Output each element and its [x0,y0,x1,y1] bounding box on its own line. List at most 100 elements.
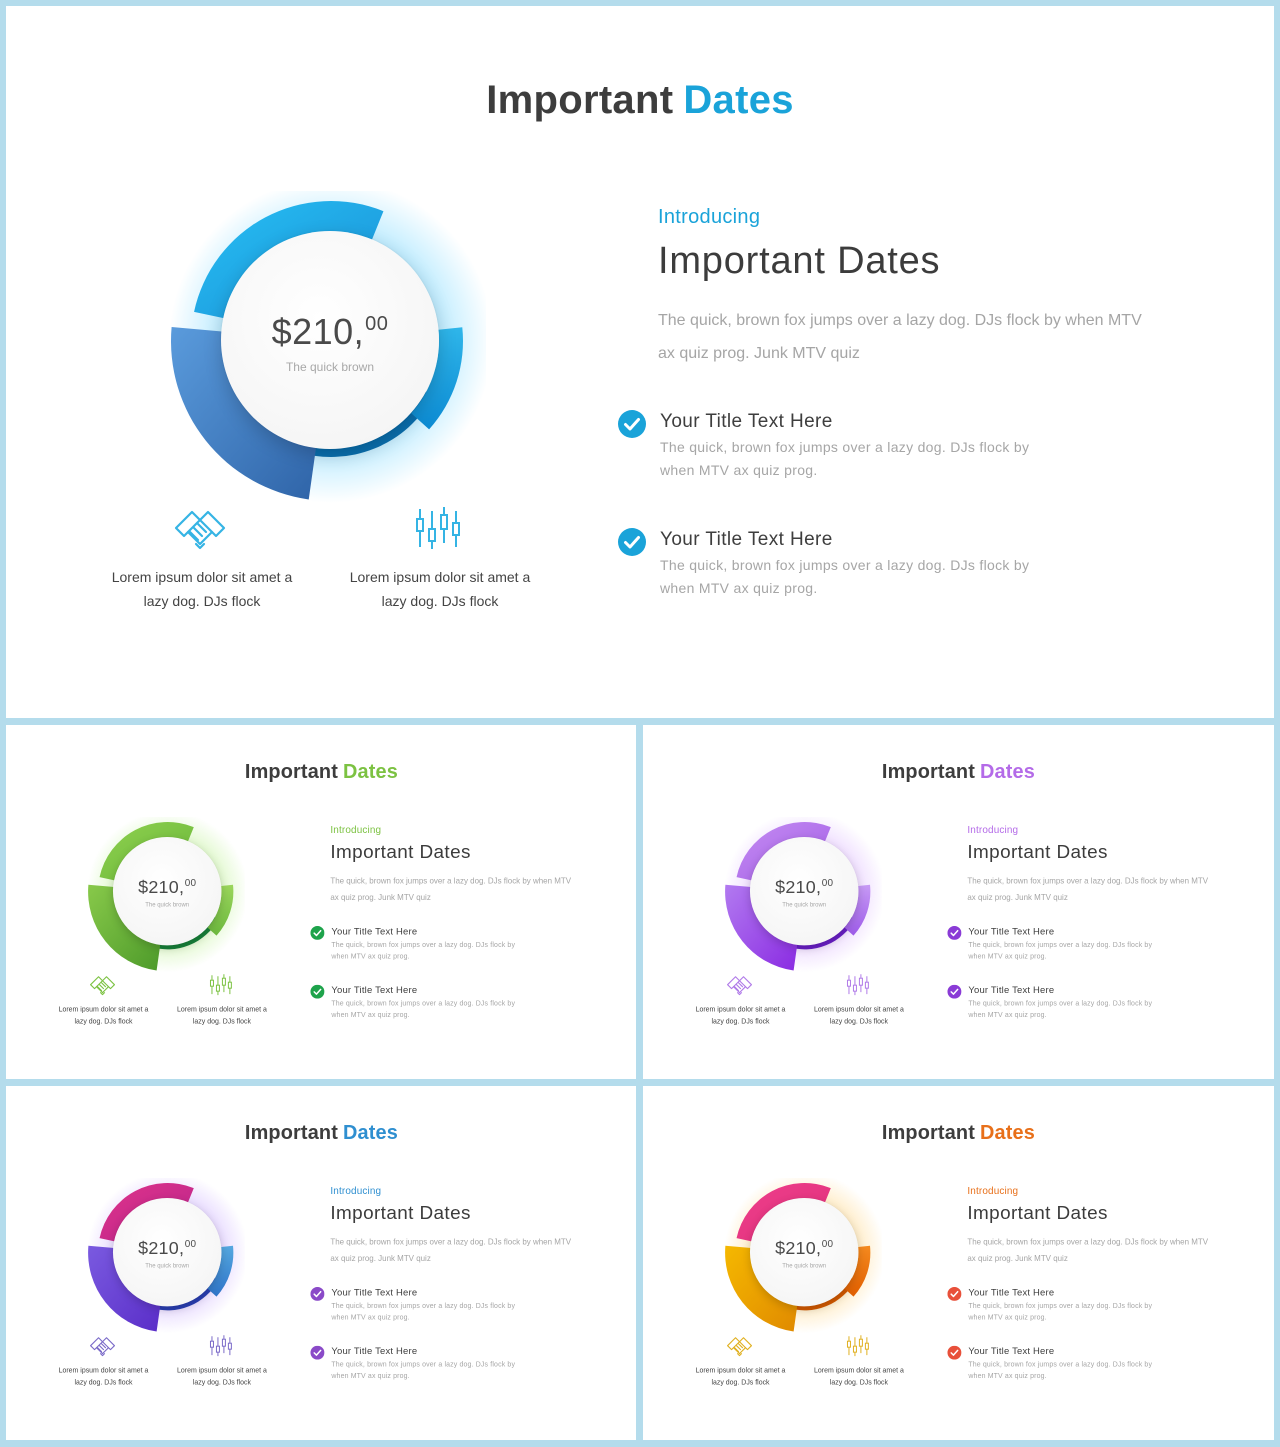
slide-title: Important Dates [6,761,636,783]
item-title-1: Your Title Text Here [660,411,833,432]
title-accent: Dates [979,760,1035,783]
check-circle-icon [310,1345,325,1360]
title-accent: Dates [979,1121,1035,1144]
candlestick-chart-icon [416,507,460,549]
slide-magenta-blue[interactable]: Important Dates [6,1086,636,1440]
price-value: $210,00 [775,876,834,898]
handshake-icon [174,510,226,550]
price-value: $210,00 [138,1237,197,1259]
check-circle-icon [310,1286,325,1301]
item-text-2: The quick, brown fox jumps over a lazy d… [331,999,516,1019]
price-caption: The quick brown [145,901,190,909]
item-title-1: Your Title Text Here [331,926,418,937]
slide-title: Important Dates [643,1122,1274,1144]
item-text-1: The quick, brown fox jumps over a lazy d… [331,940,516,960]
ring-segment-top [736,1183,831,1242]
title-main: Important [881,1121,976,1144]
price-value: $210,00 [271,311,389,352]
feature-text-1: Lorem ipsum dolor sit amet a lazy dog. DJ… [58,1366,149,1386]
title-main: Important [244,1121,339,1144]
price-value: $210,00 [775,1237,834,1259]
item-title-2: Your Title Text Here [968,1346,1055,1357]
section-description: The quick, brown fox jumps over a lazy d… [658,312,1142,362]
title-accent: Dates [342,1121,398,1144]
check-circle-icon [947,925,962,940]
feature-text-2: Lorem ipsum dolor sit amet a lazy dog. DJ… [814,1366,904,1386]
intro-label: Introducing [330,824,382,836]
item-title-2: Your Title Text Here [660,529,833,550]
center-disc [749,1197,859,1307]
price-value: $210,00 [138,876,197,898]
ring-segment-right [207,1245,234,1297]
ring-segment-left [88,884,161,971]
price-caption: The quick brown [285,360,375,374]
section-heading: Important Dates [967,841,1108,863]
candlestick-chart-icon [209,974,232,996]
section-description: The quick, brown fox jumps over a lazy d… [330,877,572,903]
item-text-2: The quick, brown fox jumps over a lazy d… [968,999,1153,1019]
section-heading: Important Dates [658,240,941,282]
section-description: The quick, brown fox jumps over a lazy d… [967,877,1209,903]
ring-segment-right [844,1245,871,1297]
item-title-1: Your Title Text Here [968,926,1055,937]
item-title-2: Your Title Text Here [331,1346,418,1357]
section-heading: Important Dates [967,1202,1108,1224]
section-heading: Important Dates [330,1202,471,1224]
intro-label: Introducing [658,206,761,228]
title-accent: Dates [342,760,398,783]
item-text-1: The quick, brown fox jumps over a lazy d… [331,1301,516,1321]
ring-segment-right [844,884,871,936]
check-circle-icon [310,984,325,999]
handshake-icon [90,1337,116,1357]
feature-text-1: Lorem ipsum dolor sit amet a lazy dog. DJ… [111,569,293,609]
slide-title: Important Dates [643,761,1274,783]
check-circle-icon [947,1345,962,1360]
ring-segment-right [411,327,463,430]
center-disc [221,231,439,449]
candlestick-chart-icon [209,1335,232,1357]
handshake-icon [90,976,116,996]
center-disc [112,1197,222,1307]
handshake-icon [727,1337,753,1357]
section-heading: Important Dates [330,841,471,863]
slide-green[interactable]: Important Dates [6,725,636,1079]
item-text-1: The quick, brown fox jumps over a lazy d… [968,1301,1153,1321]
item-text-2: The quick, brown fox jumps over a lazy d… [968,1360,1153,1380]
title-accent: Dates [683,78,794,122]
ring-segment-top [736,822,831,881]
handshake-icon [727,976,753,996]
title-main: Important [881,760,976,783]
section-description: The quick, brown fox jumps over a lazy d… [967,1238,1209,1264]
candlestick-chart-icon [846,974,869,996]
feature-text-2: Lorem ipsum dolor sit amet a lazy dog. DJ… [177,1005,267,1025]
slide-purple[interactable]: Important Dates [643,725,1274,1079]
center-disc [749,836,859,946]
feature-text-1: Lorem ipsum dolor sit amet a lazy dog. DJ… [695,1005,786,1025]
feature-text-2: Lorem ipsum dolor sit amet a lazy dog. DJ… [349,569,531,609]
slide-title: Important Dates [6,1122,636,1144]
item-title-1: Your Title Text Here [331,1287,418,1298]
item-title-1: Your Title Text Here [968,1287,1055,1298]
ring-segment-left [170,327,316,500]
price-caption: The quick brown [782,901,827,909]
ring-segment-right [207,884,234,936]
ring-segment-top [99,1183,194,1242]
slide-title: Important Dates [6,78,1274,123]
feature-text-2: Lorem ipsum dolor sit amet a lazy dog. DJ… [814,1005,904,1025]
intro-label: Introducing [967,1185,1019,1197]
feature-text-2: Lorem ipsum dolor sit amet a lazy dog. DJ… [177,1366,267,1386]
ring-segment-top [194,201,384,319]
check-circle-icon [310,925,325,940]
ring-segment-left [725,1245,798,1332]
item-text-2: The quick, brown fox jumps over a lazy d… [331,1360,516,1380]
title-main: Important [244,760,339,783]
ring-segment-left [725,884,798,971]
intro-label: Introducing [330,1185,382,1197]
section-description: The quick, brown fox jumps over a lazy d… [330,1238,572,1264]
intro-label: Introducing [967,824,1019,836]
item-title-2: Your Title Text Here [968,985,1055,996]
slide-orange[interactable]: Important Dates [643,1086,1274,1440]
slide-large[interactable]: Important Dates [6,6,1274,718]
ring-segment-top [99,822,194,881]
check-circle-icon [618,528,646,556]
